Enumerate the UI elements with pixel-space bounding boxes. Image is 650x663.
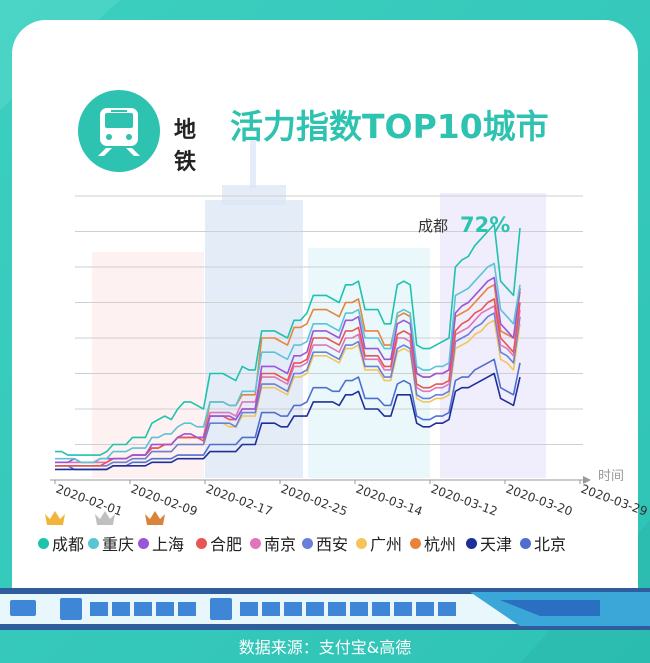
legend-label: 上海 xyxy=(152,535,185,554)
x-tick-label: 2020-02-25 xyxy=(279,482,349,519)
legend-swatch xyxy=(250,538,261,549)
crown-icon xyxy=(145,511,165,525)
legend-swatch xyxy=(520,538,531,549)
legend-label: 重庆 xyxy=(102,535,135,554)
x-axis-arrow xyxy=(583,476,591,484)
x-tick-label: 2020-03-20 xyxy=(504,482,574,519)
crown-icon xyxy=(95,511,115,525)
series-line-成都 xyxy=(55,223,521,456)
legend-label: 天津 xyxy=(480,535,513,554)
building-shape xyxy=(205,200,303,478)
legend-swatch xyxy=(356,538,367,549)
legend-label: 合肥 xyxy=(210,535,243,554)
legend-label: 南京 xyxy=(264,535,297,554)
train-illustration xyxy=(0,588,650,630)
x-tick-label: 2020-03-14 xyxy=(354,482,424,519)
legend-label: 西安 xyxy=(316,535,349,554)
annotation-value: 72% xyxy=(460,213,510,237)
building-shape xyxy=(222,185,286,205)
building-shape xyxy=(440,193,546,478)
metro-train-icon xyxy=(78,90,160,172)
legend-swatch xyxy=(196,538,207,549)
series-line-天津 xyxy=(55,372,521,471)
building-shape xyxy=(92,252,204,478)
legend-label: 广州 xyxy=(370,535,403,554)
legend-swatch xyxy=(138,538,149,549)
x-tick-label: 2020-03-12 xyxy=(429,482,499,519)
x-tick-label: 2020-03-29 xyxy=(579,482,649,519)
legend-label: 北京 xyxy=(534,535,567,554)
title-prefix: 地铁 xyxy=(174,118,198,175)
legend-swatch xyxy=(410,538,421,549)
legend-label: 杭州 xyxy=(424,535,457,554)
annotation-label: 成都 xyxy=(418,217,448,235)
series-line-北京 xyxy=(55,358,521,471)
series-line-上海 xyxy=(55,276,521,464)
page-title: 活力指数TOP10城市 xyxy=(230,107,549,146)
x-tick-label: 2020-02-17 xyxy=(204,482,274,519)
legend-swatch xyxy=(302,538,313,549)
series-line-西安 xyxy=(55,312,521,467)
x-axis-label: 时间 xyxy=(598,469,624,484)
legend-label: 成都 xyxy=(52,535,85,554)
legend-swatch xyxy=(88,538,99,549)
legend-swatch xyxy=(466,538,477,549)
crown-icon xyxy=(45,511,65,525)
series-line-重庆 xyxy=(55,262,521,464)
legend-swatch xyxy=(38,538,49,549)
data-source: 数据来源：支付宝&高德 xyxy=(238,638,412,657)
building-shape xyxy=(250,140,256,188)
